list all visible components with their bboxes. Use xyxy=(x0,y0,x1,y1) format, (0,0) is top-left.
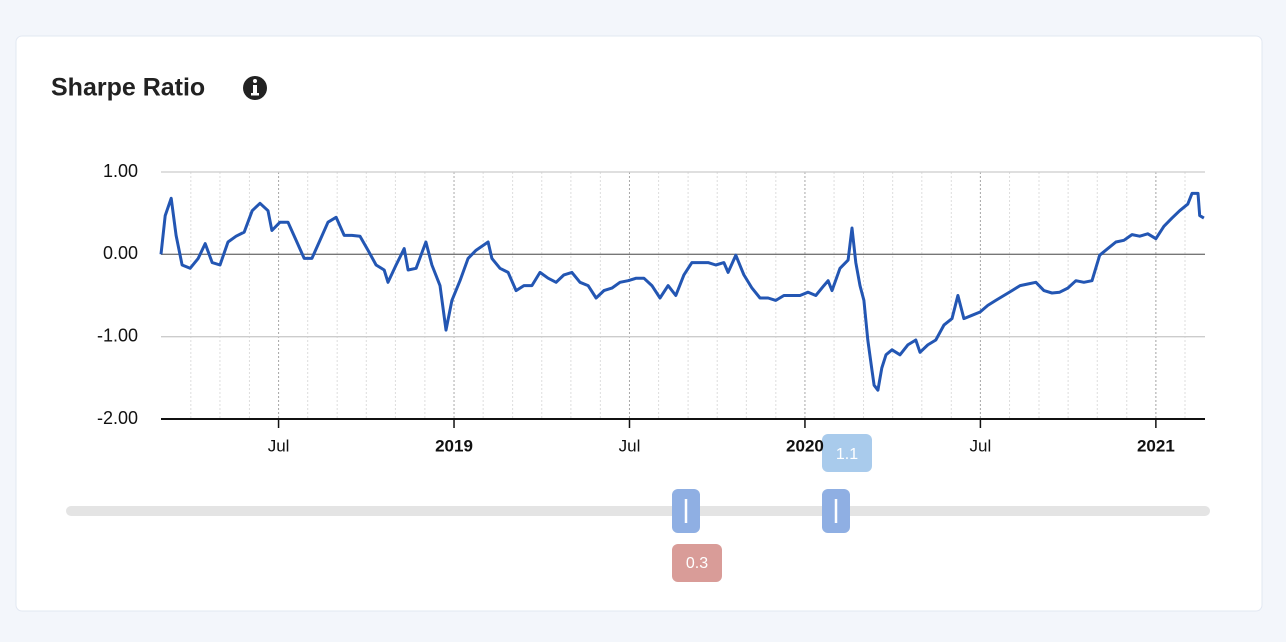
card xyxy=(15,35,1263,612)
y-tick-label: 0.00 xyxy=(103,243,138,263)
x-tick-label: 2021 xyxy=(1137,436,1175,455)
info-icon[interactable] xyxy=(243,76,267,100)
x-tick-label: Jul xyxy=(268,436,290,455)
slider-low-label: 0.3 xyxy=(686,555,708,572)
slider-high-label: 1.1 xyxy=(836,446,858,463)
data-line xyxy=(159,191,1205,392)
y-tick-label: -2.00 xyxy=(97,408,138,428)
slider-low-badge xyxy=(672,544,722,582)
y-tick-label: -1.00 xyxy=(97,325,138,345)
x-tick-label: 2019 xyxy=(435,436,473,455)
slider-high-badge xyxy=(822,434,872,472)
x-tick-label: 2020 xyxy=(786,436,824,455)
y-tick-label: 1.00 xyxy=(103,161,138,181)
x-tick-label: Jul xyxy=(970,436,992,455)
slider-track xyxy=(66,506,1210,516)
x-tick-label: Jul xyxy=(619,436,641,455)
chart-title: Sharpe Ratio xyxy=(51,74,205,102)
